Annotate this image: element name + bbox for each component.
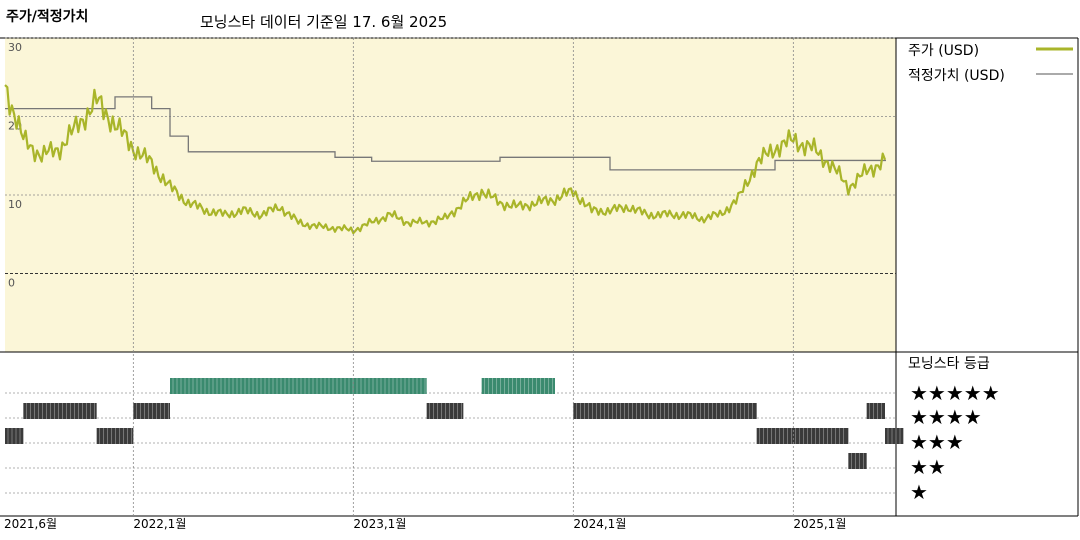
rating-bar-fill xyxy=(5,428,24,444)
rating-bar-4-star xyxy=(866,403,885,419)
fair-value-line xyxy=(5,96,886,171)
rating-bar-fill xyxy=(756,428,849,444)
y-tick-label: 30 xyxy=(8,41,22,54)
rating-bar-fill xyxy=(133,403,170,419)
legend: 주가 (USD) 적정가치 (USD) xyxy=(908,43,1073,84)
chart-subtitle: 모닝스타 데이터 기준일 17. 6월 2025 xyxy=(200,13,447,31)
rating-title: 모닝스타 등급 xyxy=(908,356,990,372)
rating-bar-3-star xyxy=(5,428,24,444)
legend-price-label: 주가 (USD) xyxy=(908,43,979,59)
rating-bar-3-star xyxy=(885,428,904,444)
x-tick-label: 2025,1월 xyxy=(793,517,846,531)
stars-2: ★★ xyxy=(910,455,946,479)
rating-bar-4-star xyxy=(133,403,170,419)
rating-bar-fill xyxy=(23,403,97,419)
x-axis: 2021,6월 2022,1월 2023,1월 2024,1월 2025,1월 xyxy=(4,38,846,531)
stars-1: ★ xyxy=(910,480,928,504)
rating-bar-fill xyxy=(96,428,134,444)
chart-title: 주가/적정가치 xyxy=(6,8,88,25)
rating-bar-5-star xyxy=(481,378,555,394)
stars-5: ★★★★★ xyxy=(910,381,1000,405)
rating-bar-fill xyxy=(573,403,757,419)
x-tick-label: 2023,1월 xyxy=(353,517,406,531)
rating-bar-5-star xyxy=(170,378,427,394)
y-tick-label: 10 xyxy=(8,198,22,211)
y-tick-label: 0 xyxy=(8,277,15,290)
rating-bar-4-star xyxy=(426,403,464,419)
rating-bar-fill xyxy=(170,378,427,394)
stars-4: ★★★★ xyxy=(910,405,982,429)
legend-fair-label: 적정가치 (USD) xyxy=(908,68,1005,84)
x-tick-label: 2024,1월 xyxy=(573,517,626,531)
rating-bar-2-star xyxy=(848,453,867,469)
rating-legend: 모닝스타 등급 ★★★★★ ★★★★ ★★★ ★★ ★ xyxy=(908,356,1000,504)
rating-bar-fill xyxy=(866,403,885,419)
x-tick-label: 2021,6월 xyxy=(4,517,57,531)
rating-bar-fill xyxy=(885,428,904,444)
rating-bar-fill xyxy=(426,403,464,419)
rating-panel xyxy=(5,378,904,494)
rating-bar-fill xyxy=(848,453,867,469)
rating-bar-fill xyxy=(481,378,555,394)
rating-bar-4-star xyxy=(23,403,97,419)
price-line xyxy=(4,84,887,235)
rating-bar-3-star xyxy=(756,428,849,444)
x-tick-label: 2022,1월 xyxy=(133,517,186,531)
rating-bar-4-star xyxy=(573,403,757,419)
stars-3: ★★★ xyxy=(910,430,964,454)
rating-bar-3-star xyxy=(96,428,134,444)
